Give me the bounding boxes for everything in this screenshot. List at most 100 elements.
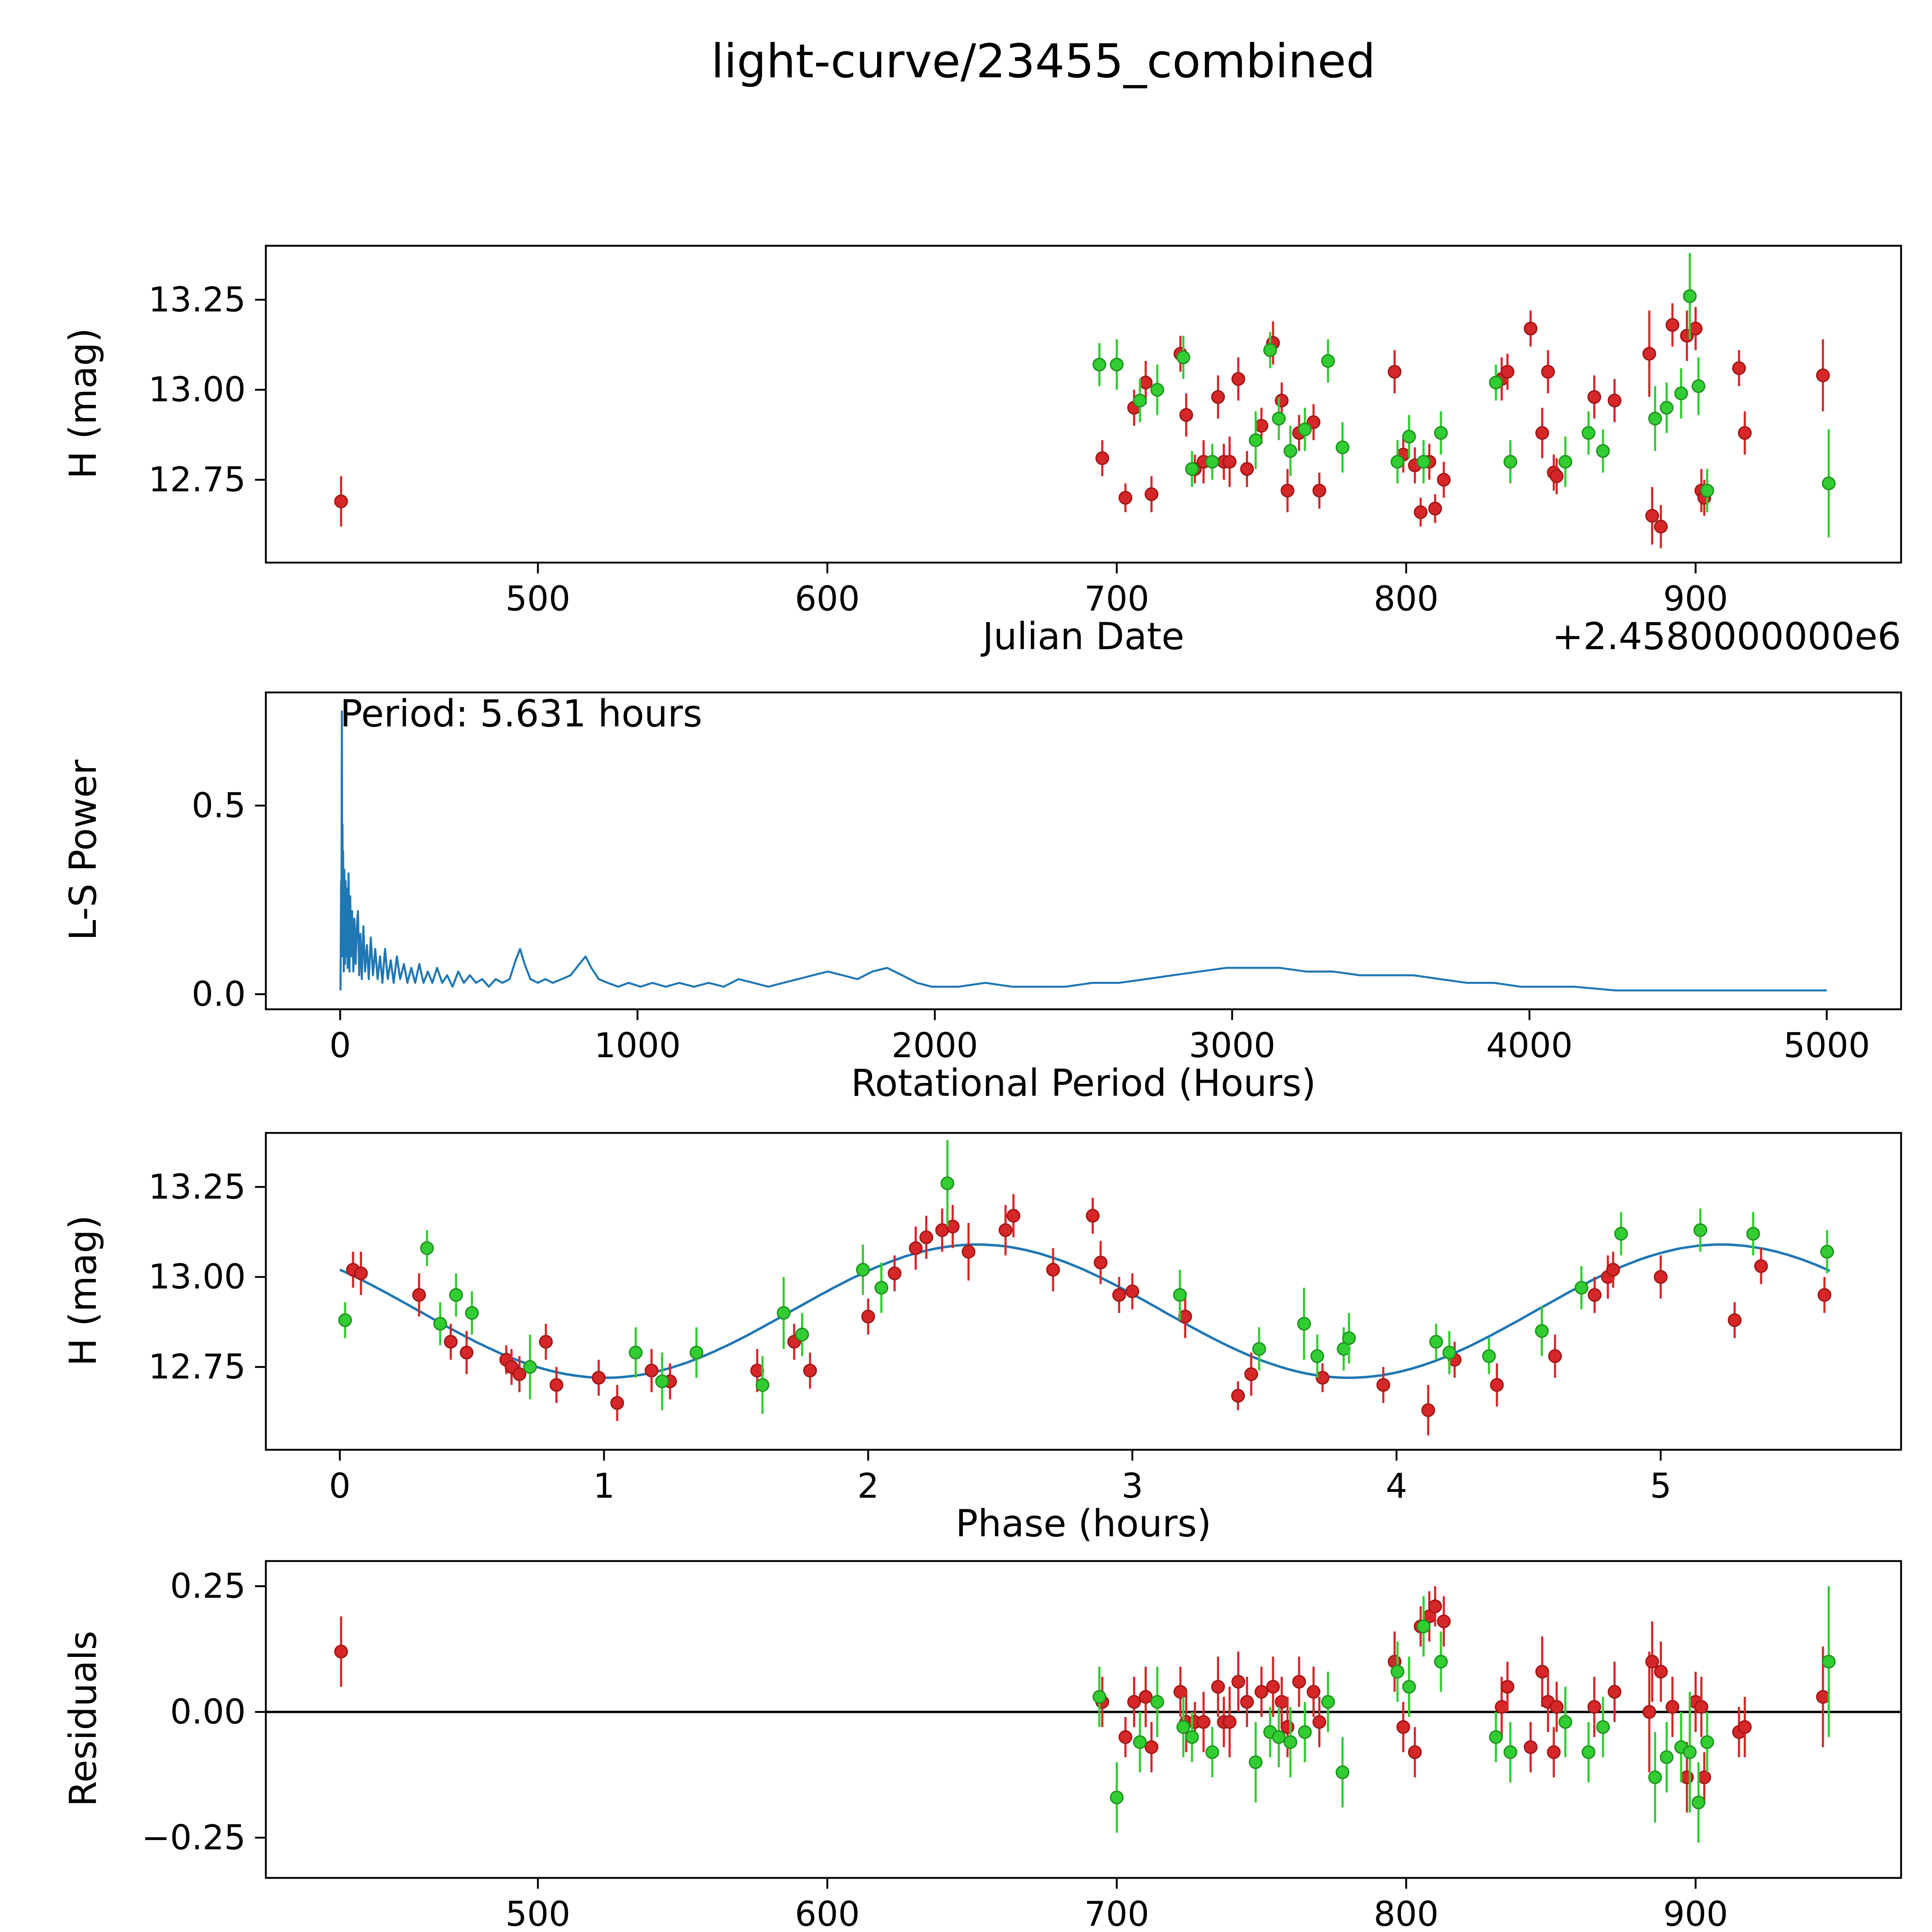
- y-tick-label: 0.5: [192, 786, 246, 825]
- x-tick-label: 600: [795, 579, 860, 619]
- data-point: [1654, 520, 1668, 534]
- data-point: [1489, 376, 1503, 389]
- data-point: [1252, 1342, 1266, 1356]
- data-point: [888, 1266, 901, 1281]
- data-point: [1645, 509, 1659, 523]
- x-tick-label: 5000: [1784, 1026, 1870, 1065]
- data-point: [1582, 1745, 1595, 1759]
- data-point: [1283, 1735, 1298, 1749]
- data-point: [1660, 1750, 1674, 1764]
- data-point: [1298, 1725, 1312, 1739]
- data-point: [1211, 1680, 1225, 1694]
- data-point: [1434, 1655, 1448, 1669]
- x-tick-label: 4: [1386, 1466, 1407, 1506]
- data-point: [1092, 357, 1106, 372]
- x-tick-label: 500: [505, 1894, 570, 1932]
- data-point: [1754, 1259, 1768, 1273]
- data-point: [1275, 1695, 1289, 1709]
- y-tick-label: 0.25: [170, 1566, 246, 1606]
- data-point: [449, 1288, 463, 1302]
- data-point: [1231, 1389, 1245, 1403]
- data-point: [1046, 1263, 1060, 1277]
- data-point: [1231, 1675, 1245, 1689]
- data-point: [1428, 502, 1442, 516]
- data-point: [1408, 1745, 1422, 1759]
- periodogram-ylabel: L-S Power: [61, 759, 105, 940]
- data-point: [1095, 451, 1109, 465]
- data-point: [1654, 1665, 1668, 1679]
- data-point: [1680, 1770, 1694, 1784]
- data-point: [1434, 426, 1448, 440]
- data-point: [1596, 1720, 1610, 1734]
- data-point: [1417, 1619, 1430, 1634]
- jd-mag-x-offset-label: +2.4580000000e6: [1552, 615, 1901, 658]
- jd-mag-xlabel: Julian Date: [981, 615, 1184, 658]
- x-tick-label: 900: [1663, 1894, 1728, 1932]
- x-tick-label: 0: [329, 1026, 351, 1065]
- data-point: [1211, 390, 1225, 404]
- data-point: [1535, 1665, 1549, 1679]
- data-point: [592, 1371, 606, 1385]
- data-point: [1254, 1685, 1269, 1699]
- data-point: [1272, 1730, 1286, 1744]
- x-tick-label: 500: [505, 579, 570, 619]
- data-point: [1150, 383, 1164, 397]
- residuals-x-offset-label: +2.4580000000e6: [1552, 1930, 1901, 1932]
- data-point: [1549, 1700, 1564, 1714]
- data-point: [1110, 1790, 1124, 1804]
- data-point: [1248, 433, 1263, 447]
- x-tick-label: 700: [1084, 579, 1149, 619]
- x-tick-label: 0: [329, 1466, 350, 1506]
- data-point: [1429, 1335, 1443, 1349]
- data-point: [1665, 318, 1680, 332]
- data-point: [1442, 1345, 1456, 1360]
- data-point: [459, 1345, 474, 1360]
- y-tick-label: 13.25: [148, 1167, 246, 1207]
- data-point: [1648, 1770, 1662, 1784]
- data-point: [1547, 1745, 1561, 1759]
- jd-mag-ylabel: H (mag): [61, 328, 105, 479]
- data-point: [1396, 1720, 1410, 1734]
- data-point: [539, 1335, 553, 1349]
- jd-mag-plot-area: 500 600 700 800 900 12.75 13.00 13.25: [148, 245, 1902, 619]
- data-point: [1263, 343, 1277, 357]
- data-point: [1558, 455, 1572, 469]
- panel-periodogram: 0 1000 2000 3000 4000 5000 0.0 0.5 Period: 5.63…: [61, 691, 1902, 1105]
- data-point: [1197, 1715, 1211, 1729]
- data-point: [1094, 1255, 1108, 1270]
- data-point: [1648, 412, 1662, 426]
- data-point: [1205, 455, 1219, 469]
- y-tick-label: 12.75: [148, 460, 246, 500]
- data-point: [1092, 1690, 1106, 1704]
- data-point: [1176, 1720, 1190, 1734]
- data-point: [1173, 1288, 1187, 1302]
- data-point: [1007, 1209, 1020, 1223]
- data-point: [1390, 455, 1405, 469]
- y-tick-label: 13.00: [148, 370, 246, 410]
- data-point: [1746, 1227, 1760, 1241]
- data-point: [1342, 1331, 1356, 1345]
- residuals-xlabel: Julian Date: [981, 1930, 1184, 1932]
- data-point: [1292, 1675, 1306, 1689]
- data-point: [1248, 1755, 1263, 1769]
- data-point: [940, 1176, 954, 1190]
- data-point: [1587, 390, 1601, 404]
- data-point: [1223, 1715, 1237, 1729]
- phase_mag-data: [338, 1140, 1834, 1435]
- data-point: [512, 1367, 527, 1381]
- data-point: [1179, 408, 1193, 422]
- data-point: [1312, 1715, 1327, 1729]
- x-tick-label: 5: [1650, 1466, 1672, 1506]
- data-point: [1689, 321, 1702, 336]
- data-point: [1495, 1700, 1509, 1714]
- data-point: [1558, 1715, 1572, 1729]
- panel-jd-vs-mag: 500 600 700 800 900 12.75 13.00 13.25 Julian Da…: [61, 245, 1902, 658]
- data-point: [1110, 357, 1124, 372]
- panel-residuals: 500 600 700 800 900 −0.25 0.00 0.25 Julian Date…: [61, 1560, 1902, 1932]
- data-point: [1738, 1720, 1752, 1734]
- data-point: [465, 1306, 479, 1320]
- x-tick-label: 600: [795, 1894, 860, 1932]
- data-point: [1607, 1685, 1622, 1699]
- data-point: [1118, 1730, 1133, 1744]
- data-point: [1266, 1680, 1280, 1694]
